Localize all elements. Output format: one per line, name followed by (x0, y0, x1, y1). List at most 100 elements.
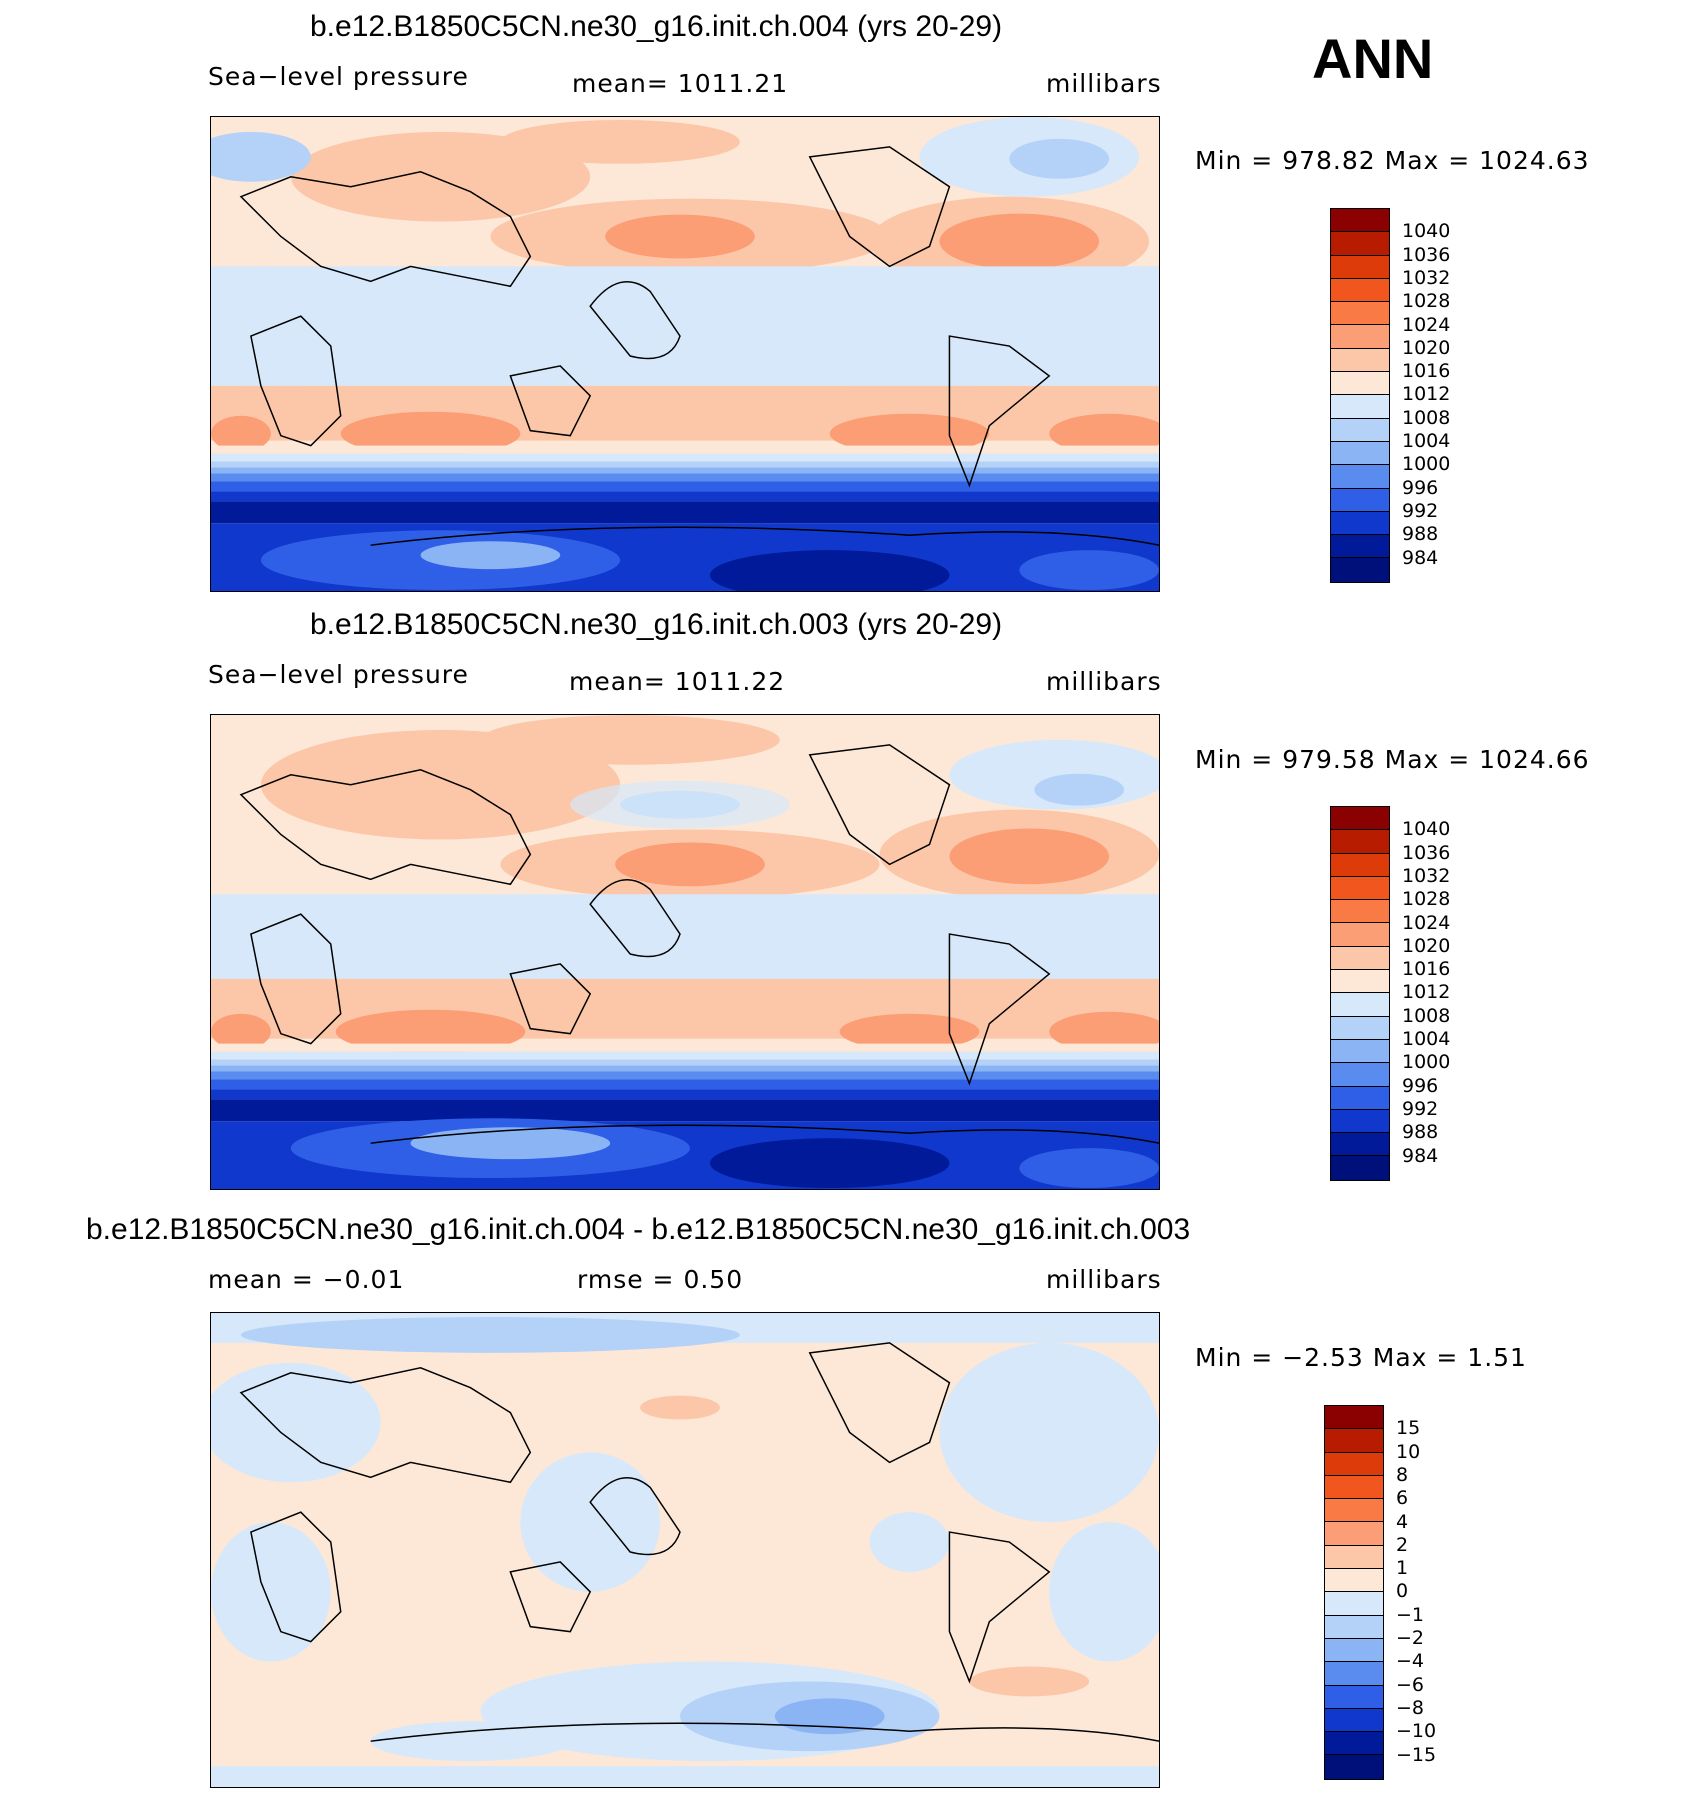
colorbar-label: 1020 (1402, 934, 1451, 957)
colorbar-label: 4 (1396, 1510, 1409, 1533)
colorbar-label: 1024 (1402, 911, 1451, 934)
colorbar-label: 992 (1402, 1097, 1439, 1120)
colorbar-label: 988 (1402, 523, 1439, 546)
colorbar-swatch (1331, 830, 1389, 854)
colorbar-swatch (1331, 1039, 1389, 1064)
colorbar-swatch (1325, 1475, 1383, 1500)
panel1-map (210, 116, 1160, 592)
colorbar-swatch (1331, 946, 1389, 971)
panel1-colorbar (1330, 208, 1390, 583)
colorbar-label: 1004 (1402, 1028, 1451, 1050)
panel3-units-label: millibars (1046, 1265, 1162, 1294)
panel2-mean-label: mean= 1011.22 (569, 667, 786, 696)
colorbar-label: 984 (1402, 546, 1439, 569)
season-label: ANN (1312, 27, 1434, 90)
colorbar-label: 992 (1402, 499, 1439, 522)
colorbar-swatch (1331, 441, 1389, 466)
colorbar-swatch (1325, 1429, 1383, 1453)
colorbar-label: 1040 (1402, 220, 1451, 243)
colorbar-swatch (1331, 325, 1389, 349)
colorbar-swatch (1331, 853, 1389, 877)
panel1-units-label: millibars (1046, 69, 1162, 98)
colorbar-label: 1000 (1402, 1051, 1451, 1074)
colorbar-label: 15 (1396, 1417, 1421, 1440)
panel2-variable-label: Sea−level pressure (208, 660, 469, 689)
colorbar-swatch (1325, 1545, 1383, 1570)
colorbar-swatch (1325, 1732, 1383, 1756)
colorbar-swatch (1331, 1016, 1389, 1040)
colorbar-swatch (1331, 993, 1389, 1017)
colorbar-label: −8 (1396, 1696, 1425, 1719)
colorbar-label: 1024 (1402, 313, 1451, 336)
colorbar-swatch (1331, 348, 1389, 373)
colorbar-swatch (1331, 923, 1389, 947)
colorbar-label: 1032 (1402, 266, 1451, 289)
colorbar-label: −15 (1396, 1743, 1437, 1766)
colorbar-swatch (1331, 232, 1389, 256)
colorbar-swatch (1331, 807, 1389, 831)
panel1-mean-label: mean= 1011.21 (572, 69, 789, 98)
colorbar-swatch (1331, 1063, 1389, 1087)
panel2-map-field (211, 715, 1159, 1189)
colorbar-label: 10 (1396, 1440, 1421, 1463)
colorbar-swatch (1331, 1086, 1389, 1110)
panel3-map-field (211, 1313, 1159, 1787)
colorbar-swatch (1331, 535, 1389, 559)
colorbar-label: −1 (1396, 1603, 1425, 1626)
colorbar-label: −6 (1396, 1673, 1425, 1696)
colorbar-label: −4 (1396, 1650, 1425, 1673)
colorbar-label: 1036 (1402, 841, 1451, 864)
panel1-variable-label: Sea−level pressure (208, 62, 469, 91)
colorbar-label: 984 (1402, 1144, 1439, 1167)
panel2-colorbar (1330, 806, 1390, 1181)
panel2-title: b.e12.B1850C5CN.ne30_g16.init.ch.003 (yr… (310, 608, 1003, 641)
colorbar-swatch (1331, 900, 1389, 924)
panel2-map (210, 714, 1160, 1190)
colorbar-swatch (1325, 1638, 1383, 1663)
colorbar-swatch (1331, 970, 1389, 994)
colorbar-swatch (1325, 1662, 1383, 1686)
colorbar-swatch (1331, 488, 1389, 512)
colorbar-label: 2 (1396, 1533, 1409, 1556)
colorbar-swatch (1331, 876, 1389, 901)
colorbar-swatch (1325, 1406, 1383, 1430)
colorbar-swatch (1331, 395, 1389, 419)
colorbar-swatch (1331, 209, 1389, 233)
panel3-colorbar (1324, 1405, 1384, 1780)
colorbar-label: 1036 (1402, 243, 1451, 266)
panel3-rmse-label: rmse = 0.50 (577, 1265, 744, 1294)
colorbar-swatch (1325, 1708, 1383, 1733)
colorbar-label: 1 (1396, 1557, 1409, 1580)
colorbar-swatch (1331, 302, 1389, 326)
colorbar-label: 1032 (1402, 864, 1451, 887)
colorbar-label: 996 (1402, 1074, 1439, 1097)
colorbar-label: 0 (1396, 1580, 1409, 1603)
colorbar-label: 1020 (1402, 336, 1451, 359)
colorbar-swatch (1325, 1615, 1383, 1639)
colorbar-label: 6 (1396, 1487, 1409, 1510)
colorbar-label: 1000 (1402, 453, 1451, 476)
colorbar-label: 1008 (1402, 1004, 1451, 1027)
colorbar-swatch (1331, 1109, 1389, 1134)
panel3-map (210, 1312, 1160, 1788)
colorbar-label: 1008 (1402, 406, 1451, 429)
colorbar-swatch (1325, 1522, 1383, 1546)
colorbar-swatch (1325, 1755, 1383, 1779)
colorbar-swatch (1331, 1133, 1389, 1157)
colorbar-label: −2 (1396, 1627, 1425, 1649)
panel3-minmax-label: Min = −2.53 Max = 1.51 (1195, 1343, 1527, 1372)
colorbar-swatch (1331, 1156, 1389, 1180)
colorbar-swatch (1331, 418, 1389, 442)
colorbar-swatch (1325, 1569, 1383, 1593)
colorbar-label: 996 (1402, 476, 1439, 499)
panel3-title: b.e12.B1850C5CN.ne30_g16.init.ch.004 - b… (86, 1213, 1191, 1246)
colorbar-swatch (1331, 255, 1389, 279)
colorbar-label: 1040 (1402, 818, 1451, 841)
panel2-minmax-label: Min = 979.58 Max = 1024.66 (1195, 745, 1590, 774)
colorbar-swatch (1331, 465, 1389, 489)
colorbar-swatch (1331, 372, 1389, 396)
colorbar-swatch (1331, 278, 1389, 303)
colorbar-swatch (1331, 511, 1389, 536)
panel3-mean-label: mean = −0.01 (208, 1265, 405, 1294)
colorbar-label: 8 (1396, 1463, 1409, 1486)
